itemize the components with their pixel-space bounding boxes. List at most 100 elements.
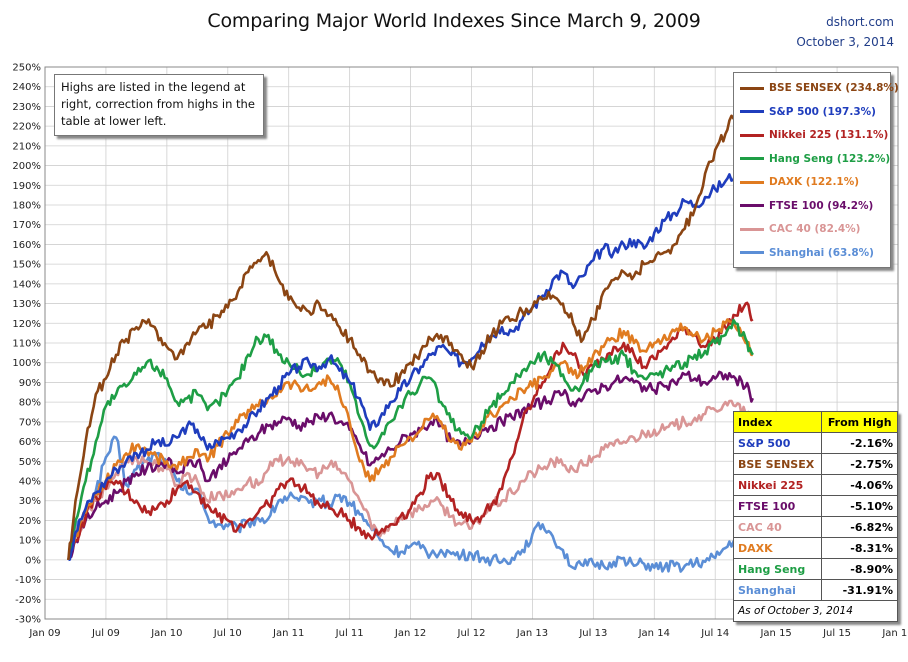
correction-table-header: Index From High: [732, 411, 898, 433]
legend-label: Hang Seng (123.2%): [769, 152, 891, 165]
x-tick-label: Jan 13: [516, 628, 548, 639]
y-tick-label: 0%: [25, 555, 41, 566]
x-tick-label: Jul 12: [457, 628, 486, 639]
x-tick-label: Jan 10: [150, 628, 182, 639]
table-cell-index: S&P 500: [732, 432, 823, 454]
series-line-ftse-100: [67, 370, 754, 561]
table-cell-from-high: -5.10%: [821, 495, 898, 517]
x-tick-label: Jul 11: [335, 628, 364, 639]
correction-table-body: S&P 500 -2.16% BSE SENSEX -2.75% Nikkei 225-…: [732, 432, 898, 601]
x-tick-label: Jan 11: [272, 628, 304, 639]
source-date: October 3, 2014: [796, 35, 894, 49]
table-header-index: Index: [732, 411, 823, 433]
table-cell-from-high: -31.91%: [821, 579, 898, 601]
table-cell-index: Nikkei 225: [732, 474, 823, 496]
y-tick-label: 180%: [12, 201, 41, 212]
correction-table: Index From High S&P 500 -2.16% BSE SENSEX -…: [732, 411, 898, 622]
table-cell-index: BSE SENSEX: [732, 453, 823, 475]
chart-title: Comparing Major World Indexes Since Marc…: [207, 10, 701, 32]
series-line-hang-seng: [67, 318, 754, 561]
legend-label: FTSE 100 (94.2%): [769, 199, 874, 212]
y-tick-label: 240%: [12, 82, 41, 93]
legend-swatch: [740, 251, 764, 254]
legend-label: S&P 500 (197.3%): [769, 105, 876, 118]
table-cell-from-high: -4.06%: [821, 474, 898, 496]
source-block: dshort.com October 3, 2014: [796, 12, 894, 52]
table-cell-from-high: -6.82%: [821, 516, 898, 538]
legend-swatch: [740, 180, 764, 184]
x-tick-label: Jan 12: [394, 628, 426, 639]
y-tick-label: -10%: [15, 575, 41, 586]
y-tick-label: -20%: [15, 595, 41, 606]
table-row: S&P 500 -2.16%: [732, 432, 898, 454]
table-row: Shanghai -31.91%: [732, 579, 898, 601]
legend-swatch: [740, 157, 764, 160]
series-line-s-p-500: [68, 167, 754, 562]
y-tick-label: 150%: [12, 260, 41, 271]
y-tick-label: 80%: [19, 398, 41, 409]
legend-label: CAC 40 (82.4%): [769, 223, 861, 235]
table-cell-from-high: -2.75%: [821, 453, 898, 475]
legend-label: Nikkei 225 (131.1%): [769, 129, 889, 141]
legend-entry: Nikkei 225 (131.1%): [740, 127, 888, 143]
y-tick-label: 160%: [12, 240, 41, 251]
y-tick-label: 10%: [19, 536, 41, 547]
legend-label: Shanghai (63.8%): [769, 246, 874, 259]
x-tick-label: Jul 15: [822, 628, 851, 639]
legend-swatch: [740, 227, 764, 231]
y-tick-label: 50%: [19, 457, 41, 468]
y-tick-label: 40%: [19, 477, 41, 488]
y-tick-label: 210%: [12, 141, 41, 152]
series-line-cac-40: [67, 399, 755, 561]
legend-swatch: [740, 133, 764, 137]
y-tick-label: 120%: [12, 319, 41, 330]
y-tick-label: 140%: [12, 279, 41, 290]
correction-table-footer: As of October 3, 2014: [733, 600, 898, 622]
table-row: FTSE 100 -5.10%: [732, 495, 898, 517]
table-footnote: As of October 3, 2014: [733, 600, 898, 622]
y-tick-label: 100%: [12, 358, 41, 369]
chart-note: Highs are listed in the legend at right,…: [54, 74, 264, 136]
y-tick-label: 250%: [12, 63, 41, 74]
y-tick-label: 190%: [12, 181, 41, 192]
source-name: dshort.com: [826, 15, 894, 29]
legend-label: BSE SENSEX (234.8%): [769, 82, 899, 94]
x-tick-label: Jul 09: [91, 628, 120, 639]
legend-entry: DAXK (122.1%): [740, 174, 859, 190]
x-tick-label: Jan 16: [881, 628, 908, 639]
x-tick-label: Jan 15: [759, 628, 791, 639]
x-tick-label: Jan 09: [28, 628, 60, 639]
x-tick-label: Jan 14: [638, 628, 670, 639]
y-tick-label: -30%: [15, 615, 41, 626]
table-cell-from-high: -2.16%: [821, 432, 898, 454]
y-tick-label: 230%: [12, 102, 41, 113]
legend-label: DAXK (122.1%): [769, 176, 860, 188]
y-tick-label: 20%: [19, 516, 41, 527]
legend-swatch: [740, 204, 764, 207]
x-tick-label: Jul 10: [213, 628, 242, 639]
table-row: BSE SENSEX -2.75%: [732, 453, 898, 475]
x-tick-label: Jul 13: [578, 628, 607, 639]
y-tick-label: 70%: [19, 417, 41, 428]
series-line-bse-sensex: [67, 97, 755, 561]
y-tick-label: 170%: [12, 220, 41, 231]
table-cell-from-high: -8.31%: [821, 537, 898, 559]
y-tick-label: 90%: [19, 378, 41, 389]
legend-entry: Hang Seng (123.2%): [740, 151, 890, 167]
series-line-daxk: [67, 318, 753, 561]
table-row: CAC 40 -6.82%: [732, 516, 898, 538]
series-line-nikkei-225: [67, 301, 754, 561]
y-tick-label: 110%: [12, 339, 41, 350]
legend-swatch: [740, 86, 764, 90]
legend-entry: BSE SENSEX (234.8%): [740, 80, 899, 96]
table-cell-index: Hang Seng: [732, 558, 823, 580]
plot-border: [44, 66, 899, 620]
y-tick-label: 60%: [19, 437, 41, 448]
table-row: Hang Seng -8.90%: [732, 558, 898, 580]
x-tick-label: Jul 14: [700, 628, 729, 639]
legend-entry: CAC 40 (82.4%): [740, 221, 861, 237]
table-header-from-high: From High: [821, 411, 898, 433]
legend-entry: Shanghai (63.8%): [740, 245, 874, 261]
legend-entry: S&P 500 (197.3%): [740, 104, 876, 120]
